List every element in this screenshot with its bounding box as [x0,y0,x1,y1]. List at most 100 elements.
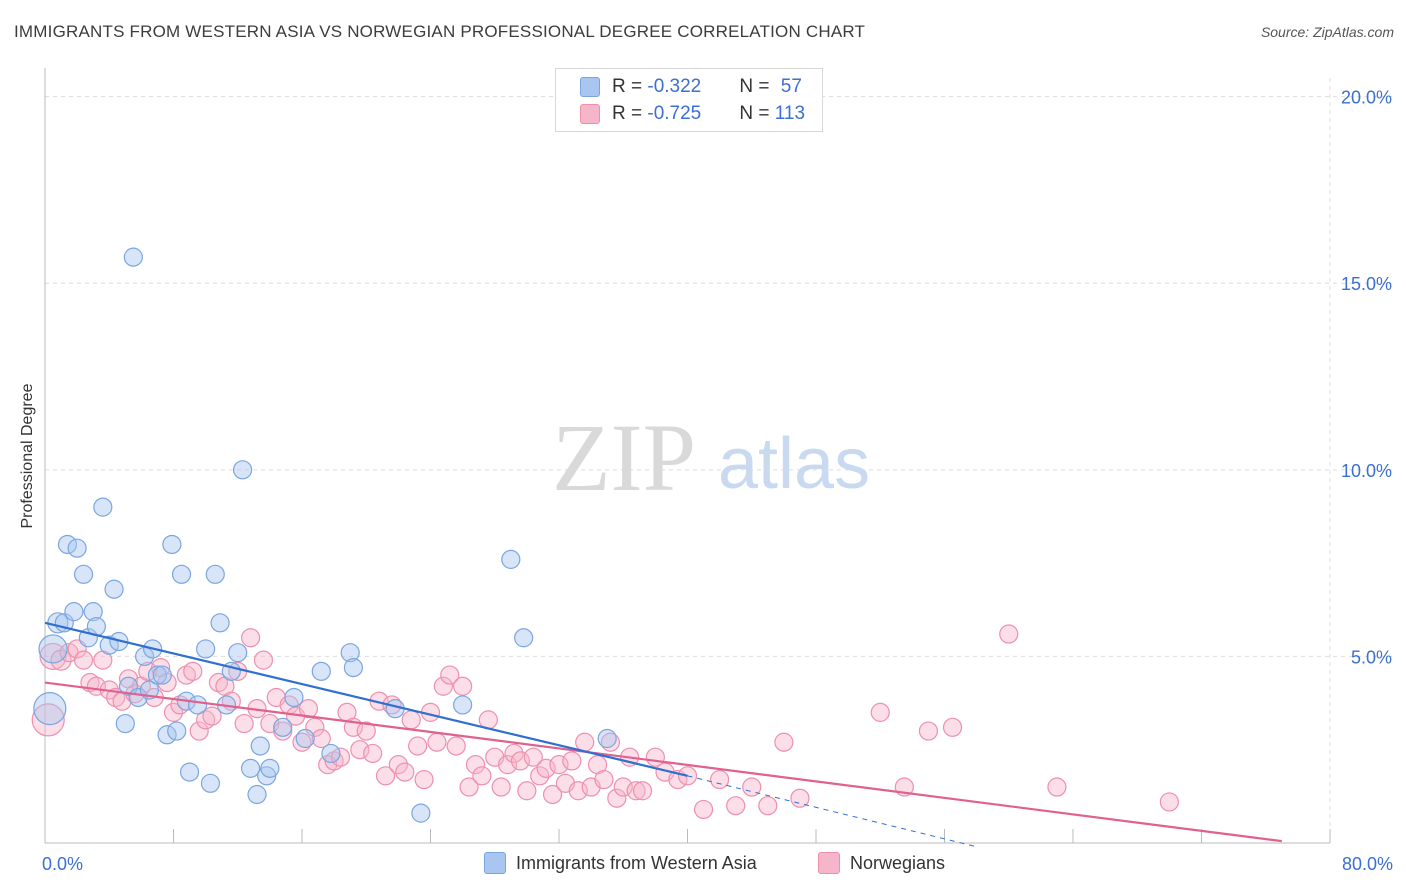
norwegians-point[interactable] [388,755,408,775]
norwegians-point[interactable] [918,721,939,741]
western-asia-point[interactable] [241,758,261,778]
norwegians-point[interactable] [31,703,65,737]
western-asia-point[interactable] [200,773,221,793]
norwegians-point[interactable] [330,747,351,767]
norwegians-point[interactable] [459,777,479,797]
western-asia-point[interactable] [196,639,216,659]
norwegians-point[interactable] [999,624,1019,644]
norwegians-point[interactable] [774,732,794,752]
norwegians-point[interactable] [189,721,209,741]
norwegians-point[interactable] [446,736,466,756]
norwegians-point[interactable] [575,732,595,752]
western-asia-point[interactable] [64,602,84,622]
norwegians-point[interactable] [626,781,646,801]
western-asia-point[interactable] [273,717,293,737]
norwegians-point[interactable] [253,650,274,670]
norwegians-point[interactable] [414,769,434,790]
western-asia-point[interactable] [73,564,94,584]
western-asia-point[interactable] [411,803,431,823]
western-asia-point[interactable] [260,758,280,778]
western-asia-point[interactable] [228,643,248,663]
norwegians-point[interactable] [298,699,319,719]
norwegians-point[interactable] [758,796,778,816]
western-asia-point[interactable] [247,784,267,805]
norwegians-point[interactable] [465,755,486,775]
norwegians-point[interactable] [742,777,762,797]
norwegians-point[interactable] [138,661,158,681]
western-asia-point[interactable] [67,538,87,558]
western-asia-point[interactable] [83,602,103,622]
norwegians-point[interactable] [498,755,518,775]
norwegians-point[interactable] [594,769,614,790]
western-asia-point[interactable] [453,695,473,715]
norwegians-point[interactable] [693,799,714,820]
western-asia-point[interactable] [210,613,230,633]
norwegians-point[interactable] [510,751,531,771]
norwegians-point[interactable] [472,766,492,786]
norwegians-point[interactable] [1047,777,1067,797]
norwegians-point[interactable] [523,747,543,767]
western-asia-point[interactable] [501,549,521,569]
norwegians-point[interactable] [1159,792,1179,812]
western-asia-point[interactable] [123,247,143,267]
western-asia-point[interactable] [104,579,124,599]
norwegians-point[interactable] [710,769,730,790]
norwegians-point[interactable] [870,702,890,722]
norwegians-point[interactable] [517,781,537,801]
western-asia-point[interactable] [232,460,253,480]
western-asia-point[interactable] [57,534,78,555]
norwegians-point[interactable] [536,758,556,778]
western-asia-point[interactable] [284,687,304,708]
norwegians-point[interactable] [311,728,331,749]
norwegians-point[interactable] [600,732,621,752]
western-asia-point[interactable] [147,665,168,685]
western-asia-point[interactable] [33,692,67,726]
norwegians-point[interactable] [183,661,203,681]
western-asia-point[interactable] [152,665,172,685]
western-asia-point[interactable] [343,658,363,678]
western-asia-point[interactable] [340,643,360,663]
western-asia-point[interactable] [514,628,534,648]
legend-item-western-asia[interactable]: Immigrants from Western Asia [484,852,757,874]
norwegians-point[interactable] [607,788,627,808]
norwegians-point[interactable] [73,650,94,670]
norwegians-point[interactable] [241,628,261,648]
norwegians-point[interactable] [433,676,453,696]
norwegians-point[interactable] [530,766,550,786]
norwegians-point[interactable] [942,717,963,737]
norwegians-point[interactable] [292,732,312,752]
norwegians-point[interactable] [350,740,370,760]
norwegians-point[interactable] [726,796,746,816]
western-asia-point[interactable] [157,725,177,745]
norwegians-point[interactable] [202,706,222,726]
norwegians-point[interactable] [395,762,415,782]
norwegians-point[interactable] [549,755,569,775]
western-asia-point[interactable] [321,743,341,764]
norwegians-point[interactable] [408,736,428,756]
western-asia-point[interactable] [205,564,225,584]
western-asia-point[interactable] [250,736,270,756]
western-asia-point[interactable] [99,635,119,655]
western-asia-point[interactable] [179,762,200,782]
norwegians-point[interactable] [568,781,588,801]
norwegians-point[interactable] [234,713,254,734]
norwegians-point[interactable] [401,710,421,730]
norwegians-point[interactable] [356,721,376,741]
norwegians-point[interactable] [542,784,563,805]
western-asia-point[interactable] [171,564,192,584]
western-asia-point[interactable] [295,728,315,749]
western-asia-point[interactable] [115,713,135,734]
norwegians-point[interactable] [491,777,511,797]
norwegians-point[interactable] [363,743,383,764]
norwegians-point[interactable] [453,676,473,696]
norwegians-point[interactable] [613,777,633,797]
legend-item-norwegians[interactable]: Norwegians [818,852,945,874]
norwegians-point[interactable] [163,702,184,722]
norwegians-point[interactable] [504,743,524,764]
western-asia-point[interactable] [311,661,331,681]
norwegians-point[interactable] [440,665,460,685]
western-asia-point[interactable] [167,721,187,741]
western-asia-point[interactable] [597,728,617,749]
western-asia-point[interactable] [162,534,182,555]
western-asia-point[interactable] [38,634,68,664]
